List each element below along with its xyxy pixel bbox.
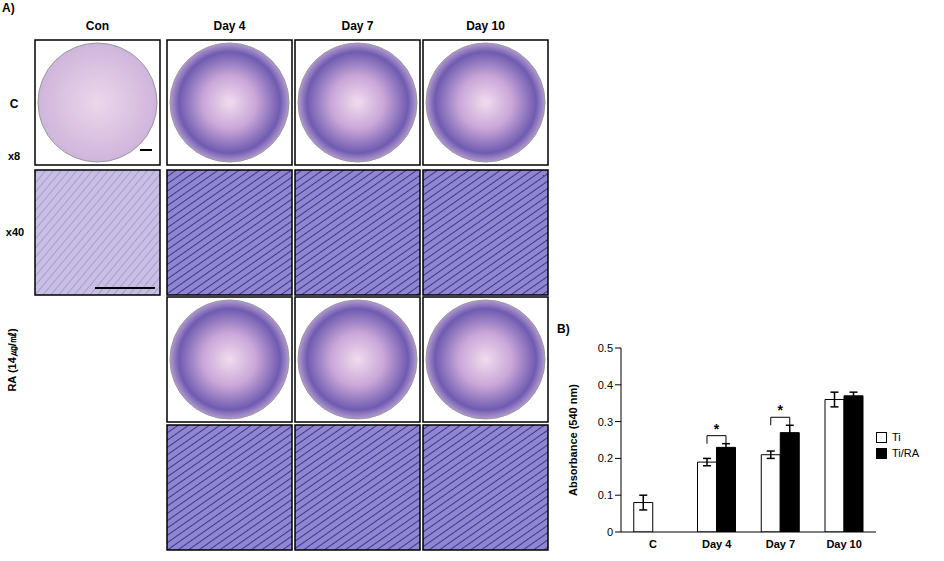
svg-text:x8: x8 bbox=[8, 150, 20, 162]
svg-text:x40: x40 bbox=[8, 226, 24, 238]
svg-text:Day 4: Day 4 bbox=[213, 19, 245, 33]
svg-text:Day 7: Day 7 bbox=[766, 538, 795, 550]
svg-text:Day 10: Day 10 bbox=[826, 538, 861, 550]
svg-text:C: C bbox=[649, 538, 657, 550]
html-text:B): B) bbox=[557, 322, 570, 336]
svg-text:0.3: 0.3 bbox=[598, 416, 613, 428]
svg-text:0.1: 0.1 bbox=[598, 489, 613, 501]
svg-text:Day 4: Day 4 bbox=[702, 538, 732, 550]
svg-text:*: * bbox=[778, 402, 784, 418]
svg-text:0.4: 0.4 bbox=[598, 379, 613, 391]
svg-text:0.2: 0.2 bbox=[598, 452, 613, 464]
svg-text:RA (14㎍/㎖): RA (14㎍/㎖) bbox=[8, 328, 18, 391]
html-text:Ti/RA: Ti/RA bbox=[892, 447, 920, 459]
svg-text:0: 0 bbox=[607, 526, 613, 538]
svg-text:*: * bbox=[714, 421, 720, 437]
svg-text:Absorbance (540 nm): Absorbance (540 nm) bbox=[567, 384, 579, 496]
html-text:Ti: Ti bbox=[892, 431, 901, 443]
svg-text:Con: Con bbox=[86, 19, 109, 33]
svg-text:C: C bbox=[10, 97, 19, 111]
svg-text:Day 10: Day 10 bbox=[466, 19, 505, 33]
svg-text:A): A) bbox=[8, 1, 15, 15]
svg-text:0.5: 0.5 bbox=[598, 342, 613, 354]
svg-text:Day 7: Day 7 bbox=[341, 19, 373, 33]
